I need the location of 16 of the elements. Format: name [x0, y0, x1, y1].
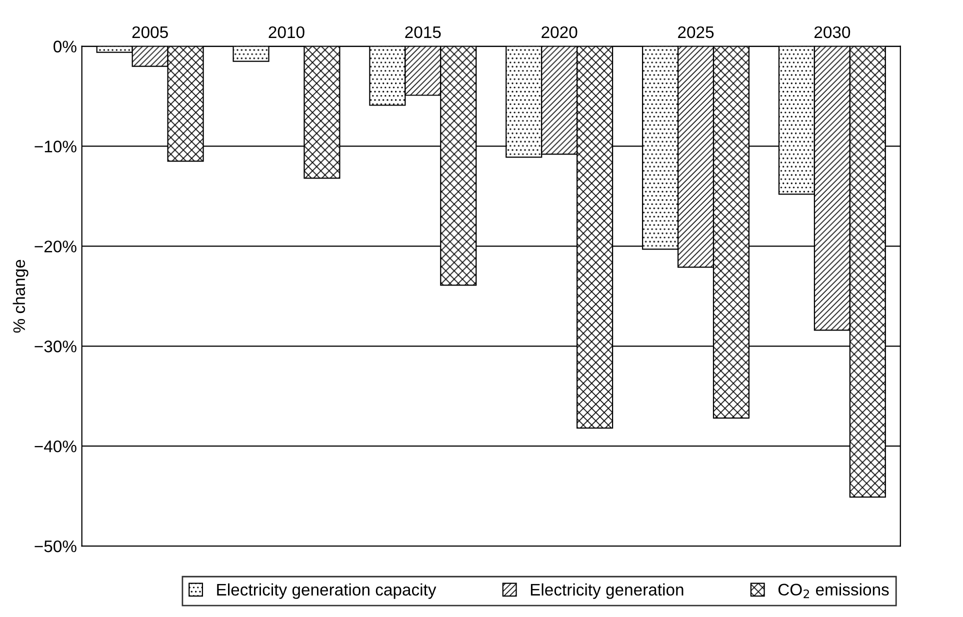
- y-tick-label: −40%: [34, 440, 76, 452]
- y-axis-title: % change: [12, 260, 28, 333]
- legend-label: Electricity generation capacity: [217, 583, 436, 599]
- x-tick-label: 2005: [132, 26, 168, 38]
- y-tick-label: −20%: [34, 240, 76, 252]
- y-tick-label: −10%: [34, 140, 76, 152]
- x-tick-label: 2030: [814, 26, 850, 38]
- x-tick-label: 2015: [405, 26, 441, 38]
- x-tick-label: 2010: [268, 26, 304, 38]
- legend-label: CO$_{2}$ emissions: [778, 583, 889, 598]
- y-tick-label: 0%: [54, 40, 76, 52]
- x-tick-label: 2020: [542, 26, 578, 38]
- legend-label: Electricity generation: [530, 583, 684, 599]
- y-tick-label: −50%: [34, 540, 76, 552]
- y-tick-label: −30%: [34, 340, 76, 352]
- x-tick-label: 2025: [678, 26, 714, 38]
